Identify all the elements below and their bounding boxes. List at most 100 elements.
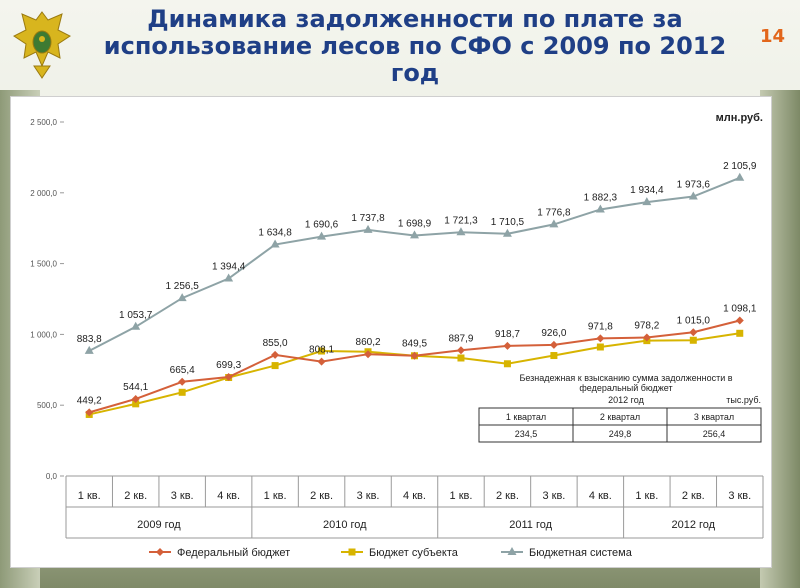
x-tick-label: 3 кв. xyxy=(728,490,751,502)
x-tick-label: 4 кв. xyxy=(403,490,426,502)
series-2-point xyxy=(132,400,140,408)
series-1-point xyxy=(271,350,280,359)
data-label-federal: 1 098,1 xyxy=(723,304,757,315)
data-label-federal: 918,7 xyxy=(495,329,520,340)
series-2-point xyxy=(318,347,326,355)
series-3-point xyxy=(84,345,94,354)
data-label-system: 2 105,9 xyxy=(723,161,757,172)
series-2-point xyxy=(689,336,697,344)
data-label-system: 1 053,7 xyxy=(119,310,153,321)
legend-label: Бюджетная система xyxy=(529,547,633,559)
title-line-3: год xyxy=(390,59,440,87)
x-tick-label: 3 кв. xyxy=(171,490,194,502)
series-1-point xyxy=(224,372,233,381)
series-3-point xyxy=(642,197,652,206)
series-3-point xyxy=(317,231,327,240)
data-label-federal: 978,2 xyxy=(634,320,659,331)
legend-label: Бюджет субъекта xyxy=(369,547,459,559)
x-tick-label: 1 кв. xyxy=(635,490,658,502)
data-label-federal: 971,8 xyxy=(588,321,613,332)
series-3-point xyxy=(549,219,559,228)
series-1-point xyxy=(549,340,558,349)
series-2-point xyxy=(457,354,465,362)
legend-marker xyxy=(156,548,164,556)
data-label-system: 1 973,6 xyxy=(677,180,711,191)
x-tick-label: 1 кв. xyxy=(450,490,473,502)
unit-label: млн.руб. xyxy=(716,112,763,124)
series-3-point xyxy=(735,172,745,181)
data-label-federal: 665,4 xyxy=(170,365,195,376)
data-label-federal: 887,9 xyxy=(448,333,473,344)
inset-title-line-2: федеральный бюджет xyxy=(579,383,672,393)
data-label-system: 1 776,8 xyxy=(537,207,571,218)
y-tick-label: 0,0 xyxy=(46,472,58,481)
legend-marker xyxy=(348,548,356,556)
series-2-point xyxy=(271,362,279,370)
series-3-point xyxy=(595,204,605,213)
series-3-point xyxy=(363,224,373,233)
y-tick-label: 500,0 xyxy=(37,401,58,410)
series-3-point xyxy=(177,293,187,302)
coat-of-arms-icon xyxy=(13,11,71,79)
inset-table-header: 2 квартал xyxy=(600,412,640,422)
series-3-point xyxy=(131,321,141,330)
title-line-2: использование лесов по СФО с 2009 по 201… xyxy=(103,32,727,60)
page-title: Динамика задолженности по плате за испол… xyxy=(95,6,735,87)
series-1-point xyxy=(317,357,326,366)
data-label-system: 1 882,3 xyxy=(584,192,618,203)
x-tick-label: 1 кв. xyxy=(264,490,287,502)
data-label-federal: 449,2 xyxy=(77,395,102,406)
x-tick-label: 1 кв. xyxy=(78,490,101,502)
y-tick-label: 2 000,0 xyxy=(30,189,57,198)
series-2-point xyxy=(503,360,511,368)
series-2-point xyxy=(596,343,604,351)
year-label: 2009 год xyxy=(137,519,181,531)
series-3-point xyxy=(502,228,512,237)
y-tick-label: 1 500,0 xyxy=(30,260,57,269)
series-3-point xyxy=(456,227,466,236)
series-1-point xyxy=(689,328,698,337)
series-1-point xyxy=(503,341,512,350)
legend-label: Федеральный бюджет xyxy=(177,547,290,559)
series-1-point xyxy=(456,346,465,355)
chart-panel: 0,0 500,0 1 000,0 1 500,0 2 000,0 2 500,0 млн.… xyxy=(10,96,772,568)
series-1-point xyxy=(364,350,373,359)
series-1-point xyxy=(131,394,140,403)
inset-table-value: 249,8 xyxy=(609,429,632,439)
data-label-system: 1 737,8 xyxy=(351,213,385,224)
data-label-system: 1 934,4 xyxy=(630,185,664,196)
data-label-federal: 544,1 xyxy=(123,382,148,393)
x-tick-label: 4 кв. xyxy=(217,490,240,502)
year-label: 2011 год xyxy=(509,519,552,531)
data-label-system: 1 721,3 xyxy=(444,215,478,226)
x-tick-label: 4 кв. xyxy=(589,490,612,502)
data-label-system: 1 256,5 xyxy=(165,281,199,292)
x-tick-label: 2 кв. xyxy=(124,490,147,502)
series-2-point xyxy=(550,352,558,360)
y-tick-label: 1 000,0 xyxy=(30,330,57,339)
x-tick-label: 3 кв. xyxy=(542,490,565,502)
series-3-point xyxy=(270,239,280,248)
data-label-federal: 849,5 xyxy=(402,339,427,350)
inset-table-value: 234,5 xyxy=(515,429,538,439)
series-2-point xyxy=(178,388,186,396)
x-tick-label: 2 кв. xyxy=(310,490,333,502)
year-label: 2010 год xyxy=(323,519,367,531)
data-label-federal: 808,1 xyxy=(309,345,334,356)
legend-marker xyxy=(507,547,517,555)
data-label-federal: 926,0 xyxy=(541,328,566,339)
data-label-system: 1 710,5 xyxy=(491,217,525,228)
series-2-point xyxy=(736,329,744,337)
data-label-system: 1 698,9 xyxy=(398,218,432,229)
data-label-federal: 860,2 xyxy=(356,337,381,348)
y-tick-label: 2 500,0 xyxy=(30,118,57,127)
inset-title-line-1: Безнадежная к взысканию сумма задолженно… xyxy=(519,373,732,383)
data-label-system: 1 690,6 xyxy=(305,220,339,231)
inset-table-header: 3 квартал xyxy=(694,412,734,422)
data-label-federal: 699,3 xyxy=(216,360,241,371)
inset-table-value: 256,4 xyxy=(703,429,726,439)
data-label-federal: 1 015,0 xyxy=(677,315,711,326)
series-3-point xyxy=(410,230,419,239)
x-tick-label: 2 кв. xyxy=(682,490,705,502)
series-3-point xyxy=(688,191,698,200)
